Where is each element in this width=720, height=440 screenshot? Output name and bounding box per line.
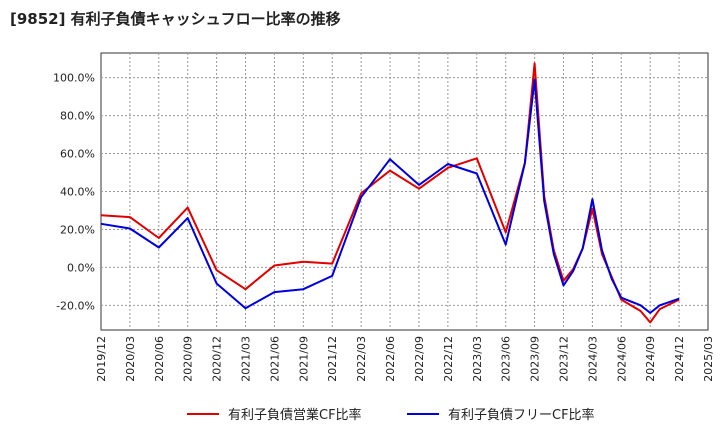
x-tick-label: 2022/09 — [413, 336, 426, 382]
x-tick-label: 2019/12 — [95, 336, 108, 382]
y-tick-label: -20.0% — [56, 299, 95, 312]
legend-label-free-cf: 有利子負債フリーCF比率 — [448, 407, 595, 423]
x-tick-label: 2022/06 — [384, 336, 397, 382]
x-tick-label: 2023/09 — [529, 336, 542, 382]
x-tick-label: 2020/12 — [211, 336, 224, 382]
x-tick-label: 2024/09 — [644, 336, 657, 382]
series-line-free-cf — [100, 78, 680, 314]
x-tick-label: 2023/06 — [500, 336, 513, 382]
x-tick-label: 2020/06 — [153, 336, 166, 382]
y-tick-label: 80.0% — [60, 110, 95, 123]
x-tick-label: 2023/03 — [471, 336, 484, 382]
x-tick-label: 2020/03 — [124, 336, 137, 382]
x-tick-label: 2021/09 — [297, 336, 310, 382]
chart-title: [9852] 有利子負債キャッシュフロー比率の推移 — [10, 10, 341, 28]
x-tick-label: 2024/03 — [586, 336, 599, 382]
y-tick-label: 100.0% — [53, 72, 95, 85]
x-tick-label: 2024/06 — [615, 336, 628, 382]
x-tick-label: 2021/06 — [268, 336, 281, 382]
y-axis-ticks: -20.0% 0.0% 20.0% 40.0% 60.0% 80.0% 100.0% — [53, 72, 95, 313]
y-tick-label: 60.0% — [60, 148, 95, 161]
x-tick-label: 2023/12 — [557, 336, 570, 382]
legend-label-operating-cf: 有利子負債営業CF比率 — [228, 407, 362, 423]
legend: 有利子負債営業CF比率 有利子負債フリーCF比率 — [187, 407, 595, 423]
series-lines — [100, 62, 680, 324]
x-tick-label: 2021/12 — [326, 336, 339, 382]
x-tick-label: 2025/03 — [702, 336, 715, 382]
x-tick-label: 2021/03 — [240, 336, 253, 382]
x-tick-label: 2024/12 — [673, 336, 686, 382]
x-axis-ticks: 2019/12 2020/03 2020/06 2020/09 2020/12 2021/… — [95, 336, 715, 382]
x-tick-label: 2020/09 — [182, 336, 195, 382]
y-tick-label: 20.0% — [60, 223, 95, 236]
horizontal-grid — [101, 77, 708, 306]
x-tick-label: 2022/03 — [355, 336, 368, 382]
x-tick-label: 2022/12 — [442, 336, 455, 382]
y-tick-label: 0.0% — [67, 261, 95, 274]
y-tick-label: 40.0% — [60, 186, 95, 199]
